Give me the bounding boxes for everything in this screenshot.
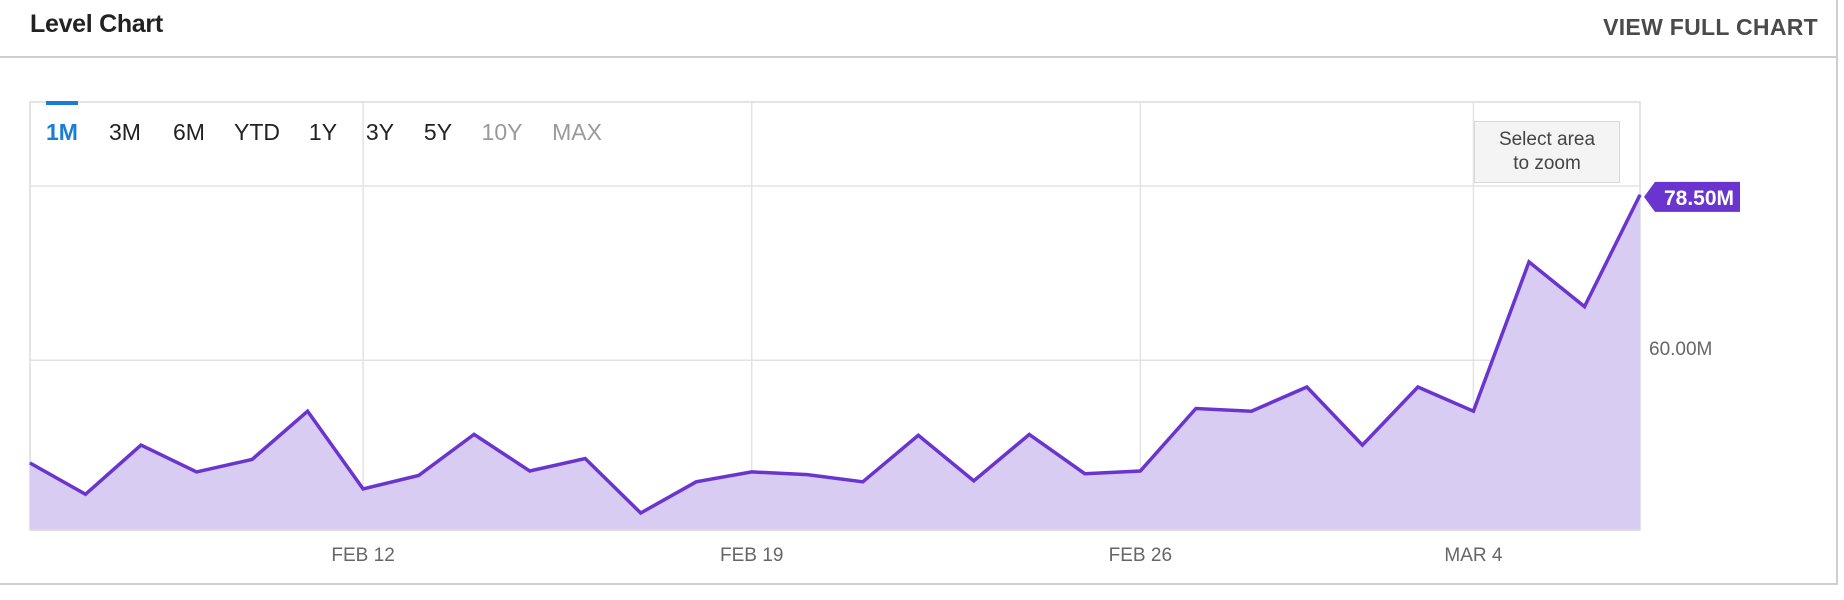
x-tick-label: FEB 12 [331,545,394,566]
chart-title: Level Chart [30,10,163,38]
data-point [473,433,475,435]
range-button-3y[interactable]: 3Y [366,119,394,145]
data-point [806,474,808,476]
data-point [196,471,198,473]
data-point [1417,386,1419,388]
range-button-max: MAX [552,119,602,145]
range-button-5y[interactable]: 5Y [424,119,452,145]
data-point [418,474,420,476]
data-point [85,493,87,495]
x-tick-label: FEB 26 [1109,545,1172,566]
data-point [1139,470,1141,472]
last-value-label: 78.50M [1664,187,1734,210]
data-point [29,462,31,464]
active-range-indicator [46,101,78,105]
data-point [1361,444,1363,446]
data-point [751,471,753,473]
data-point [1639,194,1641,196]
data-point [695,481,697,483]
zoom-hint: Select area to zoom [1474,121,1620,183]
data-point [1306,386,1308,388]
data-point [1084,473,1086,475]
grid-layer [29,101,1641,531]
data-point [973,480,975,482]
zoom-hint-line1: Select area [1498,129,1596,150]
series-area [30,194,1640,530]
range-selector: 1M 3M 6M YTD 1Y 3Y 5Y 10Y MAX [46,101,602,145]
data-point [1583,306,1585,308]
data-point [1195,407,1197,409]
range-button-ytd[interactable]: YTD [234,119,280,145]
card-header: Level Chart VIEW FULL CHART [0,0,1838,58]
series-layer [29,194,1642,531]
chart-card: Level Chart VIEW FULL CHART [0,0,1838,585]
range-button-1m[interactable]: 1M [46,119,78,145]
data-point [1528,261,1530,263]
range-button-1y[interactable]: 1Y [309,119,337,145]
data-point [640,512,642,514]
data-point [140,444,142,446]
view-full-chart-link[interactable]: VIEW FULL CHART [1603,14,1818,40]
data-point [529,470,531,472]
data-point [1250,410,1252,412]
data-point [251,458,253,460]
range-button-3m[interactable]: 3M [109,119,141,145]
last-value-badge-layer: 78.50M [1644,181,1740,212]
x-tick-label: MAR 4 [1444,545,1503,566]
series-line [29,194,1642,516]
data-point [917,434,919,436]
data-point [307,410,309,412]
zoom-hint-line2: to zoom [1513,153,1581,174]
last-value-badge [1644,181,1740,212]
axis-layer: FEB 12 FEB 19 FEB 26 MAR 4 60.00M [331,339,1712,566]
data-point [584,458,586,460]
range-button-10y: 10Y [482,119,523,145]
data-point [362,488,364,490]
data-point [862,481,864,483]
data-point [1028,433,1030,435]
y-tick-label: 60.00M [1649,339,1712,360]
range-button-6m[interactable]: 6M [173,119,205,145]
x-tick-label: FEB 19 [720,545,783,566]
data-point [1472,410,1474,412]
